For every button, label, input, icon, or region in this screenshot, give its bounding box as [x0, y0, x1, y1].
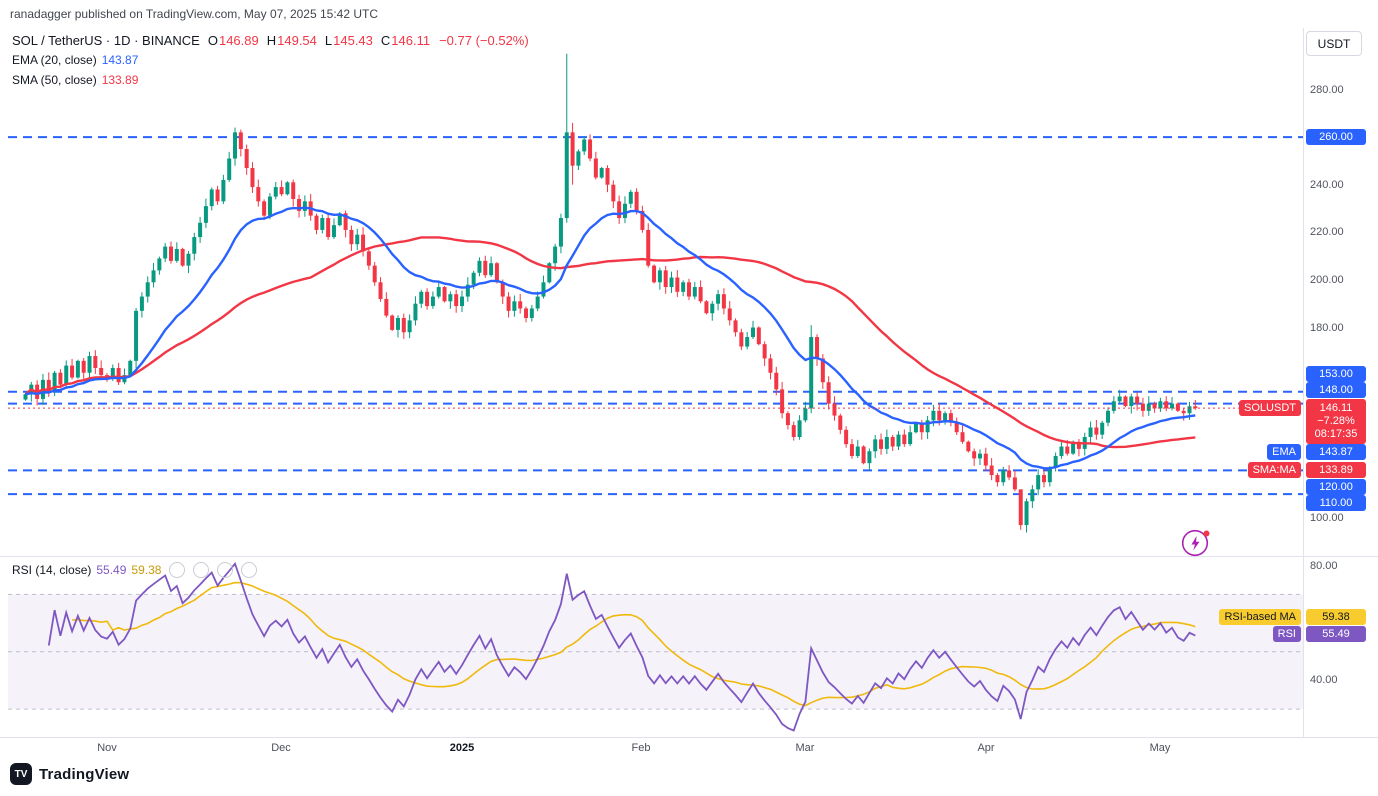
eye-icon[interactable]	[169, 562, 186, 578]
price-tick: 220.00	[1310, 226, 1344, 239]
sma-legend-label[interactable]: SMA (50, close)	[12, 73, 97, 87]
settings-icon[interactable]	[193, 562, 210, 578]
rsi-line	[47, 561, 1196, 732]
axis-badge-level153: 153.00	[1306, 366, 1366, 382]
axis-badge-level120: 120.00	[1306, 479, 1366, 495]
axis-badge-level148: 148.00	[1306, 382, 1366, 398]
sma-legend-row: SMA (50, close) 133.89	[12, 70, 529, 90]
rsi-ma-legend-value: 59.38	[131, 563, 162, 577]
open-value: 146.89	[218, 32, 259, 48]
series-tag-solusdt: SOLUSDT	[1239, 400, 1301, 416]
ohlc-open: O 146.89	[208, 33, 259, 48]
series-tag-sma: SMA:MA	[1247, 462, 1301, 478]
attribution-text: ranadagger published on TradingView.com,…	[10, 7, 379, 21]
axis-badge-level260: 260.00	[1306, 129, 1366, 146]
lightning-button[interactable]	[1181, 528, 1211, 558]
change-value: −0.77 (−0.52%)	[439, 32, 529, 48]
rsi-based-ma-line	[72, 581, 1196, 707]
ema-legend-value: 143.87	[101, 53, 139, 67]
rsi-tick: 80.00	[1310, 559, 1338, 572]
time-axis-label-dec: Dec	[271, 742, 291, 754]
ema-20-line	[25, 206, 1196, 470]
series-tag-rsima: RSI-based MA	[1219, 609, 1301, 625]
time-axis-separator	[0, 737, 1378, 738]
axis-badge-rsi: 55.49	[1306, 626, 1366, 642]
axis-badge-level110: 110.00	[1306, 495, 1366, 511]
ema-legend-label[interactable]: EMA (20, close)	[12, 53, 97, 67]
open-label: O	[207, 32, 218, 48]
support-resistance-levels	[8, 136, 1303, 496]
time-axis-label-may: May	[1149, 742, 1171, 754]
low-value: 145.43	[333, 32, 373, 48]
rsi-legend-label[interactable]: RSI (14, close)	[12, 563, 92, 577]
price-tick: 200.00	[1310, 273, 1344, 286]
high-label: H	[266, 32, 277, 48]
price-tick: 100.00	[1310, 511, 1344, 524]
axis-badge-sma: 133.89	[1306, 462, 1366, 478]
tradingview-footer-link[interactable]: TV TradingView	[10, 763, 129, 785]
more-icon[interactable]	[241, 562, 258, 578]
sma-50-line	[24, 236, 1196, 449]
series-tag-rsi: RSI	[1272, 626, 1301, 642]
rsi-legend-value: 55.49	[96, 563, 127, 577]
price-tick: 180.00	[1310, 321, 1344, 334]
series-tag-ema: EMA	[1267, 444, 1301, 460]
sma-legend-value: 133.89	[101, 73, 139, 87]
currency-toggle-button[interactable]: USDT	[1306, 31, 1362, 56]
axis-badge-price: 146.11 −7.28% 08:17:35	[1306, 399, 1366, 444]
time-axis-label-nov: Nov	[97, 742, 117, 754]
tradingview-logo-icon: TV	[10, 763, 32, 785]
rsi-legend-row: RSI (14, close) 55.49 59.38	[12, 560, 258, 580]
close-label: C	[380, 32, 391, 48]
ohlc-close: C 146.11	[381, 33, 430, 48]
time-axis-label-feb: Feb	[631, 742, 651, 754]
time-axis-label-2025: 2025	[449, 742, 475, 754]
rsi-pane-legend: RSI (14, close) 55.49 59.38	[12, 560, 258, 580]
ohlc-high: H 149.54	[267, 33, 317, 48]
low-label: L	[324, 32, 333, 48]
rsi-tick: 40.00	[1310, 674, 1338, 687]
candlestick-series	[23, 53, 1198, 533]
axis-badge-ema: 143.87	[1306, 444, 1366, 460]
rsi-band	[8, 593, 1303, 710]
axis-badge-rsima: 59.38	[1306, 609, 1366, 625]
high-value: 149.54	[277, 32, 317, 48]
tradingview-wordmark: TradingView	[39, 765, 130, 783]
delete-icon[interactable]	[217, 562, 234, 578]
symbol-title[interactable]: SOL / TetherUS · 1D · BINANCE	[12, 32, 200, 48]
time-axis-label-apr: Apr	[977, 742, 995, 754]
pane-separator[interactable]	[0, 556, 1378, 557]
time-axis-label-mar: Mar	[795, 742, 815, 754]
price-tick: 280.00	[1310, 83, 1344, 96]
price-tick: 240.00	[1310, 178, 1344, 191]
ema-legend-row: EMA (20, close) 143.87	[12, 50, 529, 70]
price-axis-separator	[1303, 28, 1304, 737]
ohlc-low: L 145.43	[325, 33, 373, 48]
lightning-icon	[1181, 529, 1210, 557]
close-value: 146.11	[391, 32, 431, 48]
